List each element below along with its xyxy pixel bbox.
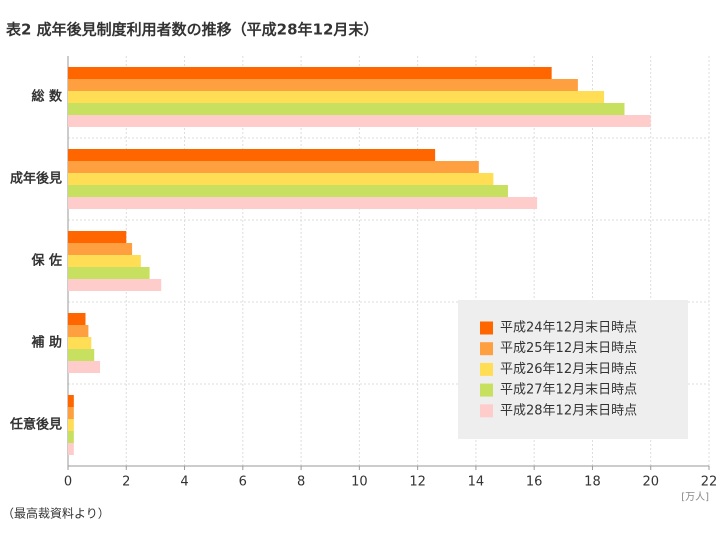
legend-label: 平成28年12月末日時点: [500, 403, 637, 418]
bar: [68, 407, 74, 419]
legend-swatch: [480, 362, 493, 376]
bar: [68, 161, 479, 173]
x-tick-label: 14: [468, 475, 485, 490]
x-tick-label: 18: [584, 475, 601, 490]
x-tick-label: 16: [526, 475, 543, 490]
legend-label: 平成26年12月末日時点: [500, 362, 637, 377]
bar: [68, 349, 95, 361]
x-tick-label: 6: [239, 475, 247, 490]
bar: [68, 255, 141, 267]
legend-box: [458, 300, 688, 439]
y-tick-label: 補 助: [30, 335, 62, 351]
y-tick-label: 成年後見: [10, 171, 62, 187]
bar: [68, 431, 74, 443]
bar: [68, 419, 74, 431]
x-tick-label: 8: [297, 475, 305, 490]
bar: [68, 103, 625, 115]
bar: [68, 149, 436, 161]
x-tick-label: 4: [180, 475, 188, 490]
x-unit: [万人]: [681, 491, 709, 503]
bar: [68, 243, 133, 255]
legend-label: 平成24年12月末日時点: [500, 321, 637, 336]
y-tick-label: 保 佐: [30, 253, 62, 269]
x-tick-label: 20: [642, 475, 659, 490]
bar: [68, 173, 494, 185]
bar: [68, 67, 552, 79]
bar: [68, 443, 74, 455]
legend-swatch: [480, 342, 493, 356]
y-tick-label: 任意後見: [9, 417, 62, 433]
legend-swatch: [480, 404, 493, 418]
legend-label: 平成27年12月末日時点: [500, 383, 637, 398]
x-tick-label: 2: [122, 475, 130, 490]
bar: [68, 337, 92, 349]
bar: [68, 267, 150, 279]
bar: [68, 279, 162, 291]
bar: [68, 185, 508, 197]
bar: [68, 197, 538, 209]
x-tick-label: 0: [64, 475, 72, 490]
bar: [68, 231, 127, 243]
legend-swatch: [480, 383, 493, 397]
x-tick-label: 12: [409, 475, 426, 490]
y-tick-label: 総 数: [31, 89, 63, 105]
bar: [68, 91, 605, 103]
x-tick-label: 10: [351, 475, 368, 490]
legend-swatch: [480, 321, 493, 335]
bar: [68, 395, 74, 407]
bar: [68, 115, 651, 127]
bar: [68, 325, 89, 337]
bar: [68, 79, 578, 91]
bar: [68, 361, 101, 373]
bar: [68, 313, 86, 325]
chart-title: 表2 成年後見制度利用者数の推移（平成28年12月末）: [6, 21, 378, 39]
source-note: （最高裁資料より）: [2, 506, 110, 521]
legend-label: 平成25年12月末日時点: [500, 341, 637, 356]
x-tick-label: 22: [701, 475, 718, 490]
